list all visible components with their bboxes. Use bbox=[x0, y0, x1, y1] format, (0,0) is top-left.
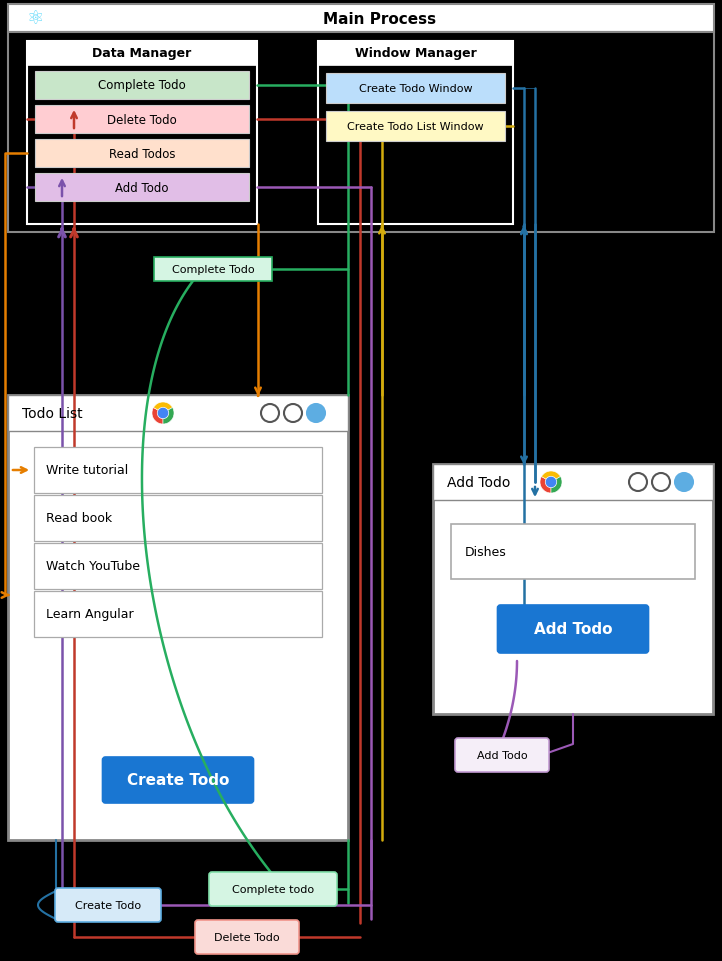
Bar bbox=[433, 464, 713, 501]
Text: Complete Todo: Complete Todo bbox=[98, 80, 186, 92]
Text: Add Todo: Add Todo bbox=[534, 622, 612, 637]
FancyBboxPatch shape bbox=[497, 605, 648, 653]
Wedge shape bbox=[154, 403, 173, 413]
Text: Add Todo: Add Todo bbox=[477, 751, 527, 760]
Bar bbox=[34, 496, 322, 541]
Text: Add Todo: Add Todo bbox=[116, 182, 169, 194]
Bar bbox=[35, 106, 249, 134]
Text: Create Todo: Create Todo bbox=[75, 900, 141, 910]
Wedge shape bbox=[163, 408, 174, 425]
Bar bbox=[8, 33, 714, 233]
Text: Window Manager: Window Manager bbox=[355, 47, 477, 61]
Bar bbox=[34, 448, 322, 494]
Bar bbox=[8, 396, 348, 431]
Bar bbox=[318, 42, 513, 66]
Bar bbox=[326, 111, 505, 142]
Circle shape bbox=[545, 477, 557, 488]
Text: Create Todo: Create Todo bbox=[127, 773, 229, 788]
FancyBboxPatch shape bbox=[455, 738, 549, 773]
Bar bbox=[34, 543, 322, 589]
Text: Complete todo: Complete todo bbox=[232, 884, 314, 894]
Circle shape bbox=[307, 405, 325, 423]
Text: Delete Todo: Delete Todo bbox=[214, 932, 280, 942]
Wedge shape bbox=[540, 477, 551, 494]
Text: Data Manager: Data Manager bbox=[92, 47, 191, 61]
Bar bbox=[27, 42, 257, 66]
Text: Create Todo List Window: Create Todo List Window bbox=[347, 122, 484, 132]
FancyBboxPatch shape bbox=[209, 872, 337, 906]
Text: Todo List: Todo List bbox=[22, 407, 82, 421]
Text: ⚛: ⚛ bbox=[26, 10, 44, 29]
Bar bbox=[8, 396, 348, 840]
Bar bbox=[35, 174, 249, 202]
Text: Read Todos: Read Todos bbox=[109, 147, 175, 160]
Bar bbox=[27, 42, 257, 225]
Text: Main Process: Main Process bbox=[323, 12, 437, 27]
Bar bbox=[433, 464, 713, 714]
Bar bbox=[34, 591, 322, 637]
FancyBboxPatch shape bbox=[55, 888, 161, 922]
Bar bbox=[451, 525, 695, 579]
Circle shape bbox=[157, 407, 169, 419]
Bar bbox=[318, 42, 513, 225]
Wedge shape bbox=[152, 408, 163, 425]
Text: Dishes: Dishes bbox=[465, 546, 507, 558]
Text: Write tutorial: Write tutorial bbox=[46, 464, 129, 477]
Bar bbox=[8, 5, 714, 33]
Text: Complete Todo: Complete Todo bbox=[172, 264, 254, 275]
Wedge shape bbox=[551, 477, 562, 494]
FancyBboxPatch shape bbox=[103, 757, 253, 803]
Text: Create Todo Window: Create Todo Window bbox=[359, 84, 472, 94]
Bar bbox=[35, 72, 249, 100]
Text: Learn Angular: Learn Angular bbox=[46, 608, 134, 621]
Bar bbox=[154, 258, 272, 282]
FancyBboxPatch shape bbox=[195, 920, 299, 954]
Wedge shape bbox=[542, 472, 560, 482]
Text: Watch YouTube: Watch YouTube bbox=[46, 560, 140, 573]
Bar bbox=[35, 140, 249, 168]
Circle shape bbox=[675, 474, 693, 491]
Bar bbox=[326, 74, 505, 104]
Text: Delete Todo: Delete Todo bbox=[107, 113, 177, 126]
Text: Read book: Read book bbox=[46, 512, 112, 525]
Text: Add Todo: Add Todo bbox=[447, 476, 510, 489]
